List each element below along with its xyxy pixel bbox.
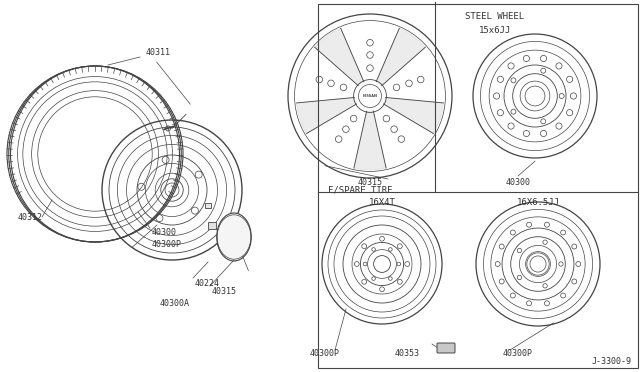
Text: 40300A: 40300A <box>160 299 190 308</box>
FancyBboxPatch shape <box>437 343 455 353</box>
Text: 40353: 40353 <box>395 350 420 359</box>
FancyBboxPatch shape <box>205 203 211 208</box>
Text: 40312: 40312 <box>18 212 43 221</box>
Text: 40311: 40311 <box>145 48 170 57</box>
Text: 40300P: 40300P <box>152 240 182 248</box>
FancyBboxPatch shape <box>208 222 216 229</box>
Polygon shape <box>296 97 356 134</box>
Text: 16X4T: 16X4T <box>369 198 396 206</box>
Text: 40300: 40300 <box>506 177 531 186</box>
Polygon shape <box>383 97 444 134</box>
Text: 16X6.5JJ: 16X6.5JJ <box>516 198 559 206</box>
Text: 40300P: 40300P <box>310 350 340 359</box>
Text: NISSAN: NISSAN <box>362 94 378 98</box>
Polygon shape <box>354 111 386 170</box>
Text: F/SPARE TIRE: F/SPARE TIRE <box>328 186 392 195</box>
Text: 40315: 40315 <box>358 177 383 186</box>
Text: 40300P: 40300P <box>503 350 533 359</box>
Ellipse shape <box>217 213 252 261</box>
Text: 40224: 40224 <box>195 279 220 289</box>
Text: 40300: 40300 <box>152 228 177 237</box>
Polygon shape <box>315 28 364 86</box>
Text: 40315: 40315 <box>212 288 237 296</box>
Text: J-3300-9: J-3300-9 <box>592 357 632 366</box>
Polygon shape <box>376 28 426 86</box>
Text: 15x6JJ: 15x6JJ <box>479 26 511 35</box>
Text: STEEL WHEEL: STEEL WHEEL <box>465 12 524 20</box>
